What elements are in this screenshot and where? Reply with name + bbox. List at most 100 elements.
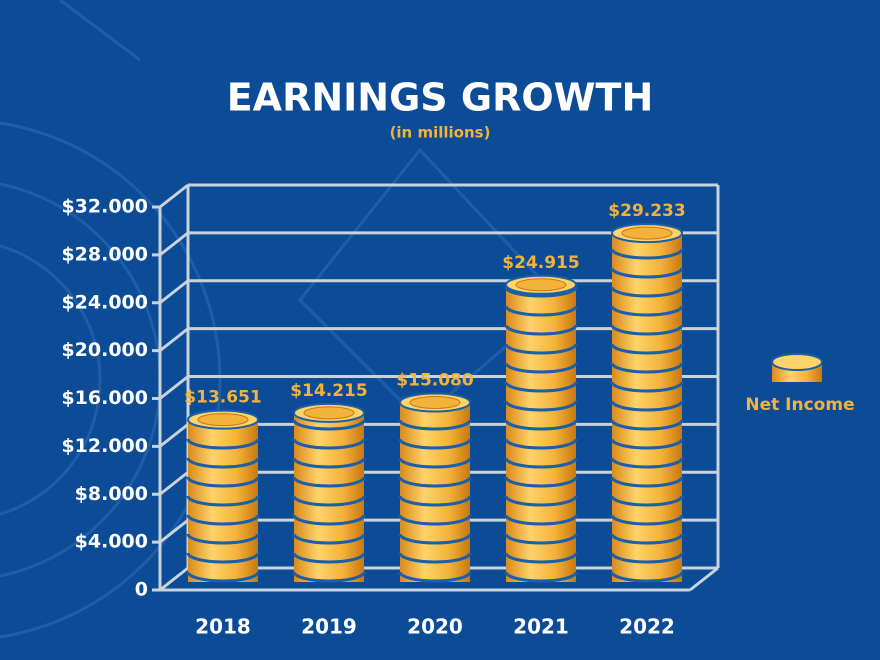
grid-line: [159, 423, 189, 448]
coin-edge: [186, 533, 260, 545]
coin-edge: [504, 362, 578, 374]
coin-edge: [398, 457, 472, 469]
coin-edge: [504, 343, 578, 355]
coin-face: [515, 278, 567, 292]
chart-subtitle: (in millions): [390, 124, 491, 142]
x-tick-label: 2019: [301, 615, 357, 639]
coin-edge: [610, 267, 684, 279]
coin-edge: [610, 343, 684, 355]
grid-line: [159, 327, 189, 352]
coin-edge: [504, 381, 578, 393]
coin-stack: [504, 274, 578, 583]
y-tick-label: $12.000: [61, 435, 148, 457]
axis-line: [689, 566, 719, 592]
coin-edge: [504, 400, 578, 412]
x-tick-label: 2020: [407, 615, 463, 639]
x-tick-label: 2022: [619, 615, 675, 639]
coin-edge: [610, 305, 684, 317]
value-label: $15.080: [396, 371, 474, 391]
coin-edge: [186, 552, 260, 564]
grid-line: [159, 518, 189, 544]
legend: Net Income: [745, 353, 855, 415]
y-tick-label: $16.000: [61, 387, 148, 409]
coin-edge: [610, 286, 684, 298]
coin-stack: [186, 409, 260, 583]
coin-edge: [292, 571, 366, 583]
coin-edge: [610, 457, 684, 469]
coin-edge: [504, 552, 578, 564]
coin-edge: [504, 457, 578, 469]
value-label: $29.233: [608, 201, 685, 221]
chart-title: EARNINGS GROWTH: [227, 76, 654, 120]
coin-edge: [398, 571, 472, 583]
value-label: $14.215: [290, 381, 367, 401]
coin-edge: [292, 457, 366, 469]
coin-edge: [504, 495, 578, 507]
coin-edge: [610, 400, 684, 412]
coin-edge: [610, 248, 684, 260]
coin-edge: [610, 514, 684, 526]
y-tick-label: $32.000: [61, 196, 148, 218]
coin-body: [506, 284, 576, 582]
coin-edge: [504, 286, 578, 298]
coin-edge: [186, 438, 260, 450]
coin-edge: [186, 571, 260, 583]
y-tick-label: $4.000: [75, 531, 148, 553]
legend-label: Net Income: [745, 395, 854, 415]
grid-line: [159, 471, 189, 496]
coin-edge: [610, 419, 684, 431]
coin-face: [409, 396, 461, 410]
coin-edge: [504, 533, 578, 545]
coin-edge: [292, 438, 366, 450]
coin-edge: [610, 381, 684, 393]
grid-line: [159, 279, 189, 304]
y-tick-label: $24.000: [61, 291, 148, 313]
legend-icon-top: [771, 353, 823, 371]
coin-edge: [610, 571, 684, 583]
coin-edge: [610, 438, 684, 450]
coin-body: [400, 402, 470, 582]
coin-edge: [398, 419, 472, 431]
y-tick-label: $28.000: [61, 243, 148, 265]
x-tick-label: 2021: [513, 615, 569, 639]
coin-edge: [610, 533, 684, 545]
value-label: $13.651: [184, 388, 261, 408]
coin-edge: [398, 514, 472, 526]
coin-edge: [504, 438, 578, 450]
coin-edge: [610, 362, 684, 374]
coin-edge: [610, 495, 684, 507]
coin-edge: [504, 476, 578, 488]
coin-edge: [292, 495, 366, 507]
coin-edge: [292, 552, 366, 564]
y-tick-label: $8.000: [75, 483, 148, 505]
grid-line: [159, 375, 189, 400]
coin-edge: [610, 476, 684, 488]
coin-stack: [292, 402, 366, 583]
coin-face: [621, 226, 673, 240]
coin-edge: [610, 552, 684, 564]
grid-line: [159, 231, 189, 257]
coin-edge: [186, 457, 260, 469]
coin-stack: [398, 392, 472, 583]
coin-face: [197, 413, 249, 427]
coin-edge: [610, 324, 684, 336]
coin-edge: [504, 324, 578, 336]
coin-edge: [504, 514, 578, 526]
coin-edge: [186, 514, 260, 526]
coin-edge: [186, 476, 260, 488]
grid-line: [159, 566, 189, 592]
coin-edge: [292, 533, 366, 545]
y-tick-label: $20.000: [61, 339, 148, 361]
coin-edge: [398, 552, 472, 564]
coin-edge: [504, 571, 578, 583]
coin-edge: [292, 419, 366, 431]
coin-edge: [398, 438, 472, 450]
grid-line: [159, 183, 189, 209]
coin-edge: [398, 533, 472, 545]
coin-body: [294, 412, 364, 582]
y-tick-label: 0: [135, 579, 148, 601]
coin-edge: [398, 495, 472, 507]
coin-edge: [504, 305, 578, 317]
coin-edge: [292, 476, 366, 488]
